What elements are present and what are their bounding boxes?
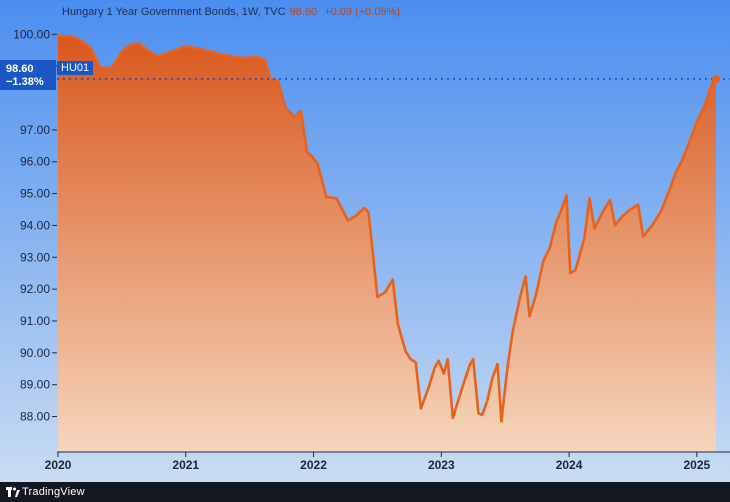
y-tick-label: 92.00: [20, 282, 50, 296]
legend-last-value: 98.60: [289, 6, 318, 18]
legend-change: +0.09 (+0.09%): [324, 6, 401, 18]
y-tick-label: 91.00: [20, 314, 50, 328]
y-tick-label: 100.00: [13, 27, 50, 41]
price-tag: 98.60 −1.38%: [0, 60, 56, 90]
x-tick-label: 2025: [683, 458, 710, 472]
x-tick-label: 2024: [556, 458, 583, 472]
area-fill: [58, 35, 716, 452]
legend-title: Hungary 1 Year Government Bonds, 1W, TVC: [62, 6, 286, 18]
tradingview-logo-icon[interactable]: [6, 487, 20, 497]
symbol-tag: HU01: [57, 61, 94, 75]
x-axis: 2020 2021 2022 2023 2024 2025: [45, 452, 711, 472]
y-tick-label: 89.00: [20, 378, 50, 392]
y-tick-label: 93.00: [20, 250, 50, 264]
price-line: [57, 34, 717, 423]
y-tick-label: 97.00: [20, 123, 50, 137]
y-tick-label: 90.00: [20, 346, 50, 360]
x-tick-label: 2023: [428, 458, 455, 472]
y-tick-label: 94.00: [20, 218, 50, 232]
price-tag-value: 98.60: [6, 63, 34, 75]
y-tick-label: 96.00: [20, 155, 50, 169]
x-tick-label: 2021: [172, 458, 199, 472]
chart-legend: Hungary 1 Year Government Bonds, 1W, TVC…: [62, 6, 400, 18]
footer-brand[interactable]: TradingView: [22, 486, 85, 498]
last-price-dot: [712, 74, 720, 83]
y-tick-label: 95.00: [20, 187, 50, 201]
price-chart[interactable]: 100.0099.0097.0096.0095.0094.0093.0092.0…: [0, 0, 730, 482]
x-tick-label: 2020: [45, 458, 72, 472]
price-tag-change: −1.38%: [6, 76, 44, 88]
footer-bar: TradingView: [0, 482, 730, 502]
y-tick-label: 88.00: [20, 410, 50, 424]
x-tick-label: 2022: [300, 458, 327, 472]
